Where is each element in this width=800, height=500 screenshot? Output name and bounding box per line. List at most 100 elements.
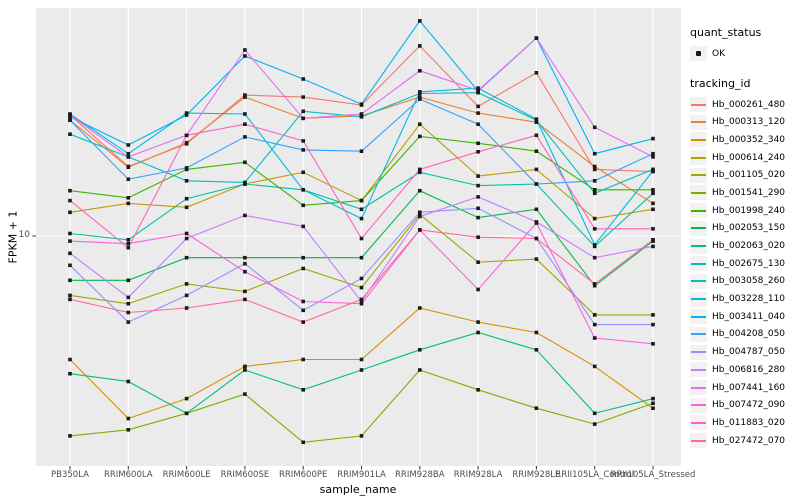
data-point-marker <box>534 221 539 225</box>
data-point-marker <box>476 260 480 264</box>
data-point-marker <box>534 182 539 186</box>
data-point-marker <box>592 164 597 169</box>
data-point-marker <box>592 167 597 172</box>
x-tick-label: RRII105LA_Control <box>555 470 635 480</box>
data-point-marker <box>476 235 480 239</box>
legend-key-line-icon <box>690 433 707 449</box>
data-point-marker <box>418 90 422 94</box>
data-point-marker <box>651 227 655 231</box>
data-point-marker <box>359 149 364 153</box>
data-point-marker <box>592 364 597 369</box>
data-point-marker <box>476 174 480 178</box>
data-point-marker <box>534 167 539 172</box>
data-point-marker <box>476 183 480 188</box>
data-point-marker <box>651 401 655 406</box>
data-point-marker <box>184 396 189 401</box>
data-point-marker <box>243 364 247 369</box>
legend-item: Hb_001541_290 <box>690 184 800 202</box>
data-point-marker <box>359 276 364 281</box>
data-point-marker <box>476 330 480 335</box>
data-point-marker <box>243 368 247 372</box>
data-point-marker <box>418 214 422 219</box>
data-point-marker <box>359 368 364 372</box>
data-point-marker <box>476 215 480 220</box>
data-point-marker <box>68 251 72 256</box>
data-point-marker <box>126 379 131 384</box>
legend-item: Hb_027472_070 <box>690 432 800 450</box>
data-point-marker <box>651 396 655 401</box>
data-point-marker <box>418 188 422 193</box>
legend-item: Hb_001998_240 <box>690 202 800 220</box>
data-point-marker <box>301 388 305 392</box>
data-point-marker <box>126 295 131 300</box>
legend-item-label: Hb_000352_340 <box>712 134 786 145</box>
x-tick-label: RRIM901LA <box>337 470 386 480</box>
data-point-marker <box>68 115 72 119</box>
data-point-marker <box>359 207 364 212</box>
x-axis-title: sample_name <box>319 483 397 496</box>
legend-item: Hb_007441_160 <box>690 379 800 397</box>
data-point-marker <box>592 243 597 247</box>
x-tick-label: PB350LA <box>51 470 89 480</box>
data-point-marker <box>126 151 131 156</box>
x-tick-label: RRIM600SE <box>220 470 270 480</box>
legend-item-label: Hb_004787_050 <box>712 347 786 358</box>
legend-key-line-icon <box>690 362 707 378</box>
legend-title-tracking-id: tracking_id <box>690 76 751 90</box>
data-point-marker <box>126 143 131 147</box>
data-point-marker <box>184 306 189 310</box>
data-point-marker <box>243 289 247 294</box>
data-point-marker <box>476 88 480 93</box>
data-point-marker <box>243 255 247 260</box>
data-point-marker <box>301 77 305 81</box>
data-point-marker <box>126 241 131 246</box>
legend-item: Hb_004787_050 <box>690 343 800 361</box>
data-point-marker <box>534 207 539 212</box>
data-point-marker <box>184 231 189 236</box>
data-point-marker <box>534 36 539 40</box>
data-point-marker <box>243 213 247 218</box>
data-point-marker <box>359 299 364 304</box>
data-point-marker <box>592 227 597 231</box>
data-point-marker <box>243 135 247 139</box>
data-point-marker <box>651 342 655 346</box>
data-point-marker <box>592 216 597 221</box>
data-point-marker <box>126 428 131 432</box>
legend-item-label: Hb_001541_290 <box>712 187 786 198</box>
data-point-marker <box>301 255 305 260</box>
legend-item-label: Hb_000313_120 <box>712 117 786 128</box>
data-point-marker <box>301 320 305 324</box>
data-point-marker <box>184 196 189 201</box>
legend-title-quant-status: quant_status <box>690 26 762 39</box>
legend-key-line-icon <box>690 203 707 219</box>
data-point-marker <box>68 371 72 376</box>
x-tick-label: RRIM928BA <box>395 470 445 480</box>
data-point-marker <box>359 301 364 306</box>
data-point-marker <box>476 320 480 324</box>
legend-item: Hb_006816_280 <box>690 361 800 379</box>
data-point-marker <box>243 297 247 302</box>
data-point-marker <box>418 134 422 139</box>
data-point-marker <box>68 239 72 243</box>
data-point-marker <box>301 109 305 114</box>
data-point-marker <box>418 95 422 99</box>
data-point-marker <box>243 95 247 99</box>
data-point-marker <box>592 411 597 416</box>
data-point-marker <box>651 201 655 206</box>
data-point-marker <box>301 224 305 229</box>
data-point-marker <box>592 125 597 130</box>
legend-item-quant-ok: OK <box>690 45 800 63</box>
data-point-marker <box>68 198 72 203</box>
data-point-marker <box>68 188 72 193</box>
data-point-marker <box>592 151 597 156</box>
legend-item-label: Hb_002675_130 <box>712 258 786 269</box>
legend-item: Hb_000352_340 <box>690 131 800 149</box>
data-point-marker <box>184 411 189 416</box>
legend-key-line-icon <box>690 273 707 289</box>
data-point-marker <box>359 236 364 241</box>
legend-item: Hb_002675_130 <box>690 255 800 273</box>
legend-item: Hb_001105_020 <box>690 166 800 184</box>
data-point-marker <box>301 266 305 271</box>
legend-item-label: Hb_003228_110 <box>712 294 786 305</box>
